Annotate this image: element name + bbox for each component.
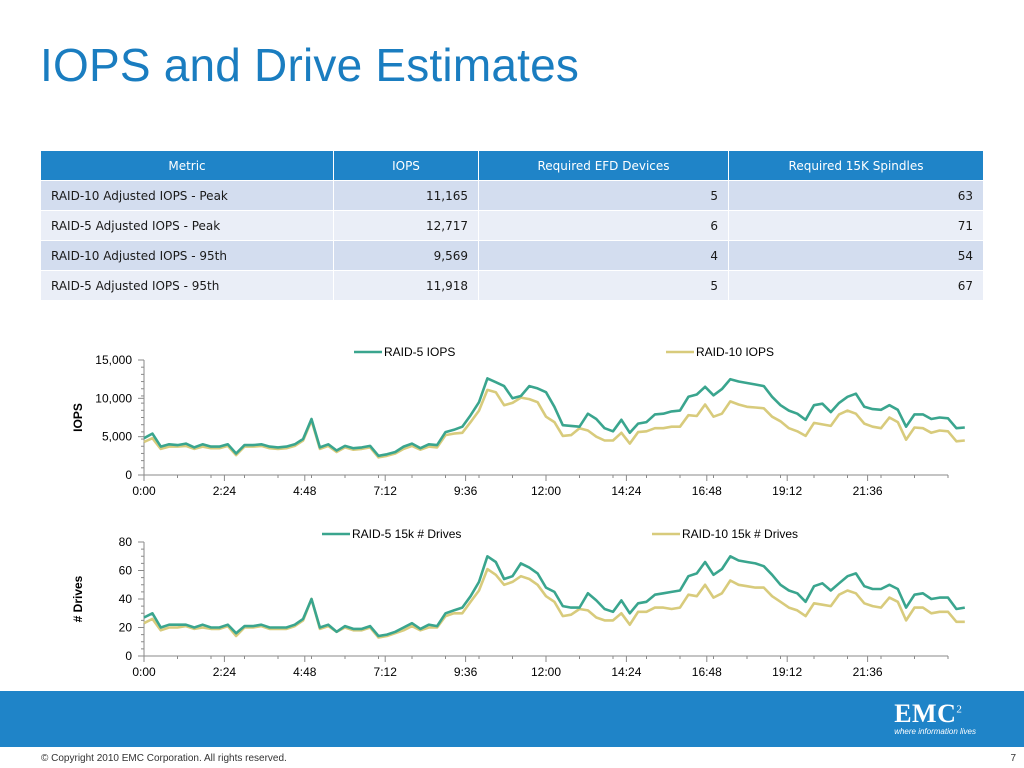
series-line-raid5 (143, 555, 966, 638)
x-tick-label: 9:36 (454, 665, 478, 679)
y-tick-label: 80 (119, 535, 133, 549)
series-line-raid10 (143, 567, 965, 639)
footer-band: EMC2 where information lives (0, 691, 1024, 747)
table-cell: 54 (728, 240, 983, 271)
logo-text: EMC (894, 699, 957, 728)
x-tick-label: 12:00 (531, 665, 561, 679)
y-tick-label: 5,000 (102, 430, 132, 444)
legend-label: RAID-5 IOPS (384, 345, 455, 359)
table-cell: 67 (728, 270, 983, 300)
table-cell: 11,918 (333, 270, 479, 300)
table-cell: RAID-5 Adjusted IOPS - Peak (41, 210, 334, 241)
table-cell: 71 (728, 210, 983, 241)
y-tick-label: 0 (125, 649, 132, 663)
emc-logo: EMC2 where information lives (894, 699, 976, 736)
column-header-efd-devices: Required EFD Devices (478, 151, 729, 181)
slide-title: IOPS and Drive Estimates (40, 39, 580, 91)
table-cell: 4 (478, 240, 729, 271)
x-tick-label: 7:12 (374, 665, 398, 679)
page-number: 7 (1010, 753, 1016, 764)
table-cell: 6 (478, 210, 729, 241)
x-tick-label: 2:24 (213, 484, 237, 498)
table-row: RAID-5 Adjusted IOPS - Peak 12,717 6 71 (41, 210, 983, 241)
x-tick-label: 2:24 (213, 665, 237, 679)
logo-superscript: 2 (956, 703, 963, 716)
y-tick-label: 15,000 (95, 353, 132, 367)
x-tick-label: 9:36 (454, 484, 478, 498)
x-tick-label: 0:00 (132, 665, 156, 679)
x-tick-label: 16:48 (692, 484, 722, 498)
y-tick-label: 40 (119, 592, 133, 606)
series-line-raid5 (143, 377, 965, 458)
table-cell: RAID-10 Adjusted IOPS - Peak (41, 180, 334, 211)
legend-label: RAID-10 15k # Drives (682, 527, 798, 541)
x-tick-label: 21:36 (853, 484, 883, 498)
logo-tagline: where information lives (894, 727, 976, 736)
legend-label: RAID-10 IOPS (696, 345, 774, 359)
column-header-metric: Metric (41, 151, 334, 181)
table-row: RAID-5 Adjusted IOPS - 95th 11,918 5 67 (41, 270, 983, 300)
table-header-row: Metric IOPS Required EFD Devices Require… (41, 151, 983, 181)
copyright-text: © Copyright 2010 EMC Corporation. All ri… (41, 753, 287, 764)
table-cell: 5 (478, 270, 729, 300)
y-tick-label: 0 (125, 468, 132, 482)
drives-axis-title: # Drives (71, 575, 85, 622)
table-row: RAID-10 Adjusted IOPS - 95th 9,569 4 54 (41, 240, 983, 271)
x-tick-label: 14:24 (611, 665, 641, 679)
x-tick-label: 4:48 (293, 665, 317, 679)
y-tick-label: 20 (119, 621, 133, 635)
table-cell: 11,165 (333, 180, 479, 211)
y-tick-label: 60 (119, 564, 133, 578)
table-row: RAID-10 Adjusted IOPS - Peak 11,165 5 63 (41, 180, 983, 211)
iops-axis-title: IOPS (71, 403, 85, 432)
table-cell: 5 (478, 180, 729, 211)
legend-label: RAID-5 15k # Drives (352, 527, 461, 541)
table-cell: 63 (728, 180, 983, 211)
column-header-iops: IOPS (333, 151, 479, 181)
table-cell: 12,717 (333, 210, 479, 241)
column-header-15k-spindles: Required 15K Spindles (728, 151, 983, 181)
x-tick-label: 12:00 (531, 484, 561, 498)
table-cell: RAID-5 Adjusted IOPS - 95th (41, 270, 334, 300)
x-tick-label: 16:48 (692, 665, 722, 679)
x-tick-label: 19:12 (772, 665, 802, 679)
x-tick-label: 19:12 (772, 484, 802, 498)
x-tick-label: 14:24 (611, 484, 641, 498)
x-tick-label: 7:12 (374, 484, 398, 498)
iops-chart: 15,000 10,000 5,000 00:00 2:24 4:48 7:12 9:36 12… (71, 345, 965, 498)
table-cell: RAID-10 Adjusted IOPS - 95th (41, 240, 334, 271)
y-tick-label: 10,000 (95, 391, 132, 405)
series-line-raid10 (143, 388, 965, 459)
x-tick-label: 0:00 (132, 484, 156, 498)
metrics-table: Metric IOPS Required EFD Devices Require… (41, 151, 983, 300)
x-tick-label: 4:48 (293, 484, 317, 498)
x-tick-label: 21:36 (853, 665, 883, 679)
drives-chart: 80 60 40 20 00:00 2:24 4:48 7:12 9:36 12:00 14:24 1… (71, 527, 966, 679)
table-cell: 9,569 (333, 240, 479, 271)
